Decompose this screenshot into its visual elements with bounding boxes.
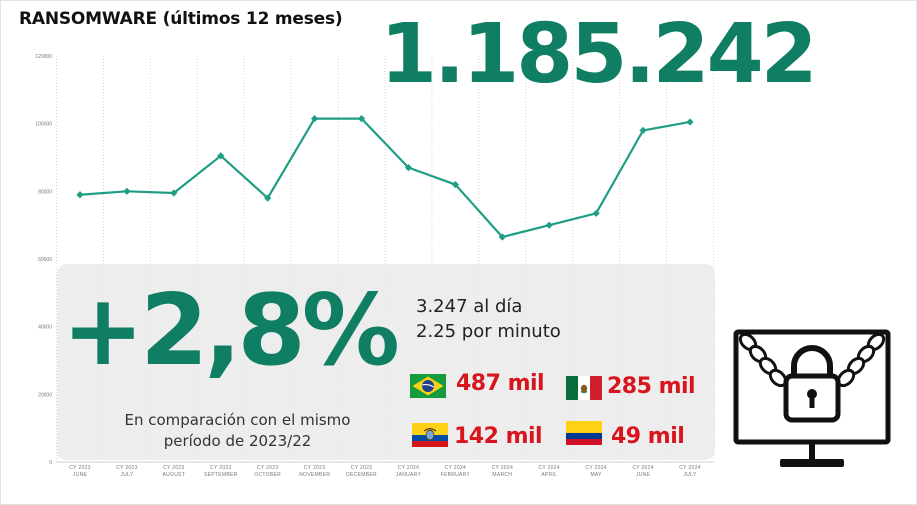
comparison-text: En comparación con el mismo período de 2… <box>110 410 365 452</box>
x-tick-label-year: CY 2023 <box>116 465 137 471</box>
data-point <box>686 118 694 126</box>
colombia-value: 49 mil <box>611 424 685 449</box>
y-tick-label: 80000 <box>38 189 52 195</box>
x-tick-label-year: CY 2024 <box>492 465 513 471</box>
x-tick-label-year: CY 2024 <box>538 465 559 471</box>
x-tick-label-year: CY 2023 <box>210 465 231 471</box>
x-tick-label-month: FEBRUARY <box>441 472 471 478</box>
data-point <box>451 180 459 189</box>
data-point <box>76 191 84 199</box>
data-point <box>123 187 131 195</box>
data-point <box>217 152 225 160</box>
x-tick-label-year: CY 2024 <box>632 465 653 471</box>
y-tick-label: 20000 <box>38 392 52 398</box>
x-tick-label-year: CY 2024 <box>445 465 466 471</box>
locked-computer-icon <box>728 326 896 476</box>
x-tick-label-month: OCTOBER <box>254 472 281 478</box>
data-point <box>357 114 366 123</box>
total-count: 1.185.242 <box>380 7 818 102</box>
x-tick-label-month: MAY <box>590 472 602 478</box>
data-point <box>639 126 647 135</box>
x-tick-label-month: AUGUST <box>163 472 186 478</box>
series-line <box>79 117 691 239</box>
x-tick-label-month: SEPTEMBER <box>204 472 238 478</box>
mexico-flag-icon <box>566 376 602 400</box>
x-tick-label-year: CY 2023 <box>304 465 325 471</box>
data-point <box>498 233 506 241</box>
summary-panel <box>57 264 715 460</box>
y-tick-label: 100000 <box>35 122 52 128</box>
brazil-value: 487 mil <box>456 371 545 396</box>
colombia-flag-icon <box>566 421 602 445</box>
y-tick-label: 40000 <box>38 325 52 331</box>
ecuador-value: 142 mil <box>454 424 543 449</box>
x-tick-label-month: JANUARY <box>396 472 422 478</box>
x-tick-label-month: DECEMBER <box>346 472 377 478</box>
chart-title: RANSOMWARE (últimos 12 meses) <box>19 9 343 29</box>
x-tick-label-year: CY 2024 <box>679 465 700 471</box>
data-point <box>404 164 413 172</box>
data-point <box>264 194 272 202</box>
x-tick-label-month: JUNE <box>73 472 88 478</box>
y-tick-label: 120000 <box>35 54 52 60</box>
data-point <box>545 221 553 229</box>
x-tick-label-month: MARCH <box>492 472 512 478</box>
comparison-line-2: período de 2023/22 <box>163 432 312 450</box>
ecuador-flag-icon <box>412 423 448 447</box>
x-tick-label-month: JULY <box>120 472 133 478</box>
y-tick-label: 0 <box>49 460 52 466</box>
x-tick-label-month: JUNE <box>636 472 651 478</box>
mexico-value: 285 mil <box>607 374 696 399</box>
x-tick-label-year: CY 2023 <box>257 465 278 471</box>
x-tick-label-month: NOVEMBER <box>299 472 330 478</box>
x-tick-label-year: CY 2024 <box>398 465 419 471</box>
comparison-line-1: En comparación con el mismo <box>124 411 351 429</box>
per-minute-rate: 2.25 por minuto <box>416 321 561 342</box>
change-percentage: +2,8% <box>62 274 400 388</box>
data-point <box>592 209 600 217</box>
y-tick-label: 60000 <box>38 257 52 263</box>
x-tick-label-year: CY 2023 <box>69 465 90 471</box>
per-day-rate: 3.247 al día <box>416 296 523 317</box>
x-tick-label-year: CY 2024 <box>585 465 606 471</box>
x-tick-label-month: JULY <box>683 472 696 478</box>
data-point <box>311 114 319 123</box>
x-tick-label-month: APRIL <box>541 472 557 478</box>
x-tick-label-year: CY 2023 <box>163 465 184 471</box>
x-tick-label-year: CY 2023 <box>351 465 372 471</box>
data-point <box>170 189 178 197</box>
brazil-flag-icon <box>410 374 446 398</box>
